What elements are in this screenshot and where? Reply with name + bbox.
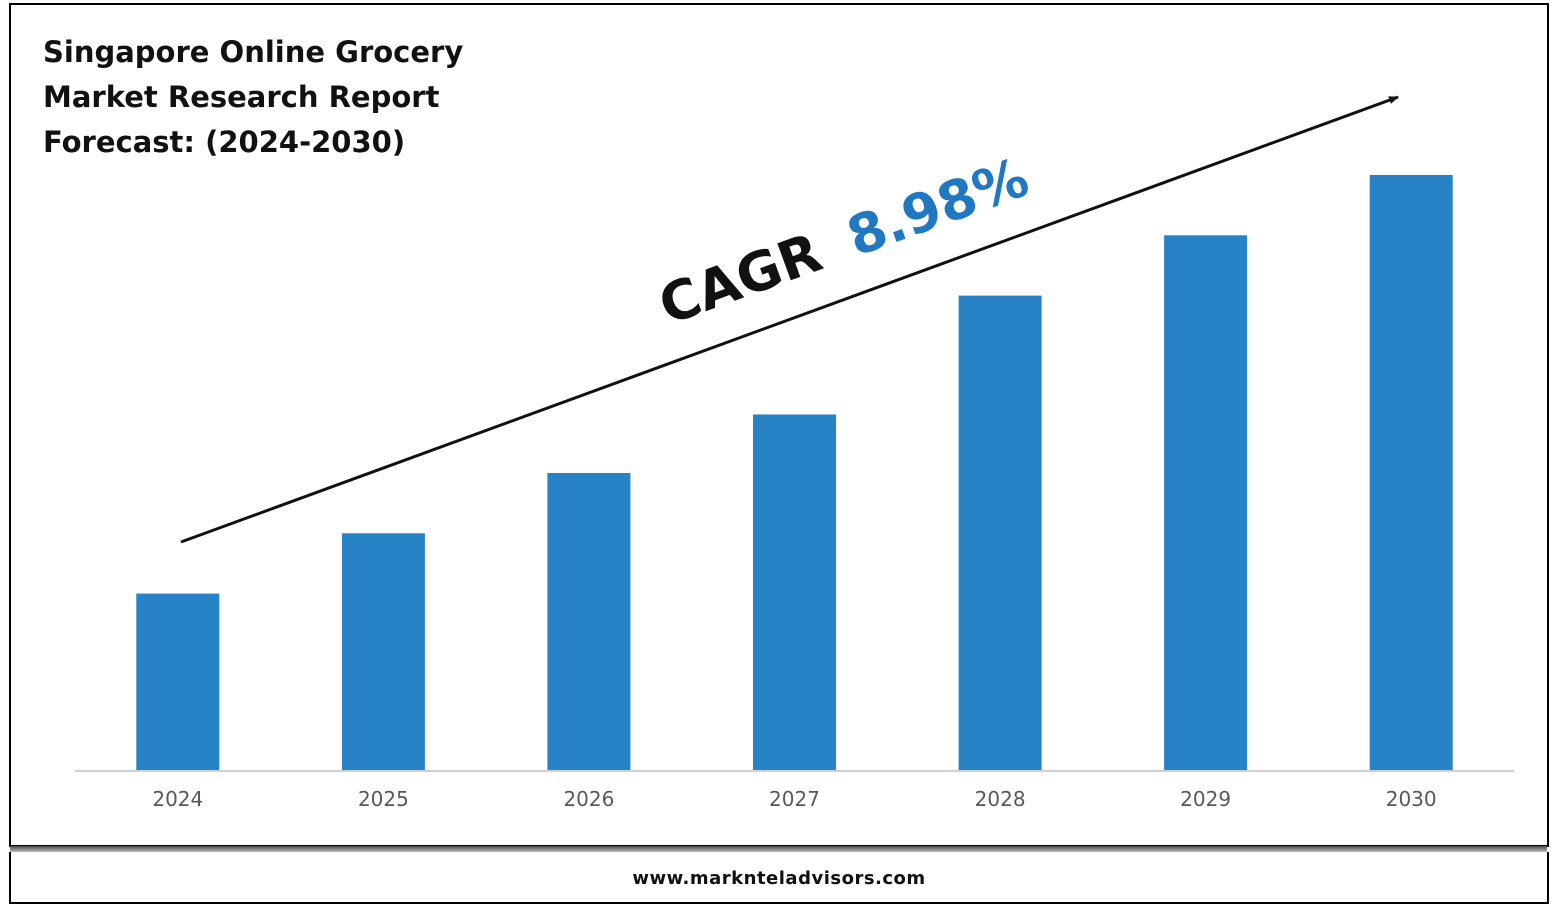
footer-divider: [10, 846, 1547, 852]
chart-title: Singapore Online Grocery Market Research…: [43, 30, 463, 165]
cagr-value: 8.98%: [839, 145, 1037, 268]
title-line-3: Forecast: (2024-2030): [43, 125, 406, 159]
bar-2028: [958, 295, 1042, 771]
x-tick-2024: 2024: [152, 787, 203, 811]
footer-url: www.marknteladvisors.com: [632, 868, 926, 889]
bar-2030: [1369, 175, 1453, 771]
footer-bar: www.marknteladvisors.com: [9, 852, 1549, 904]
x-tick-2030: 2030: [1386, 787, 1437, 811]
bar-2026: [547, 473, 631, 771]
trend-arrow: [180, 95, 1399, 544]
x-tick-2029: 2029: [1180, 787, 1231, 811]
bar-2024: [136, 593, 220, 771]
x-tick-2028: 2028: [975, 787, 1026, 811]
title-line-2: Market Research Report: [43, 80, 440, 114]
x-tick-labels: 2024 2025 2026 2027 2028 2029 2030: [152, 787, 1436, 811]
title-line-1: Singapore Online Grocery: [43, 35, 464, 69]
x-tick-2027: 2027: [769, 787, 820, 811]
x-tick-2025: 2025: [358, 787, 409, 811]
bar-2029: [1164, 235, 1248, 772]
bars-group: [136, 175, 1453, 772]
cagr-label: CAGR: [651, 221, 830, 337]
x-tick-2026: 2026: [563, 787, 614, 811]
bar-2027: [753, 414, 836, 771]
bar-2025: [341, 533, 425, 771]
